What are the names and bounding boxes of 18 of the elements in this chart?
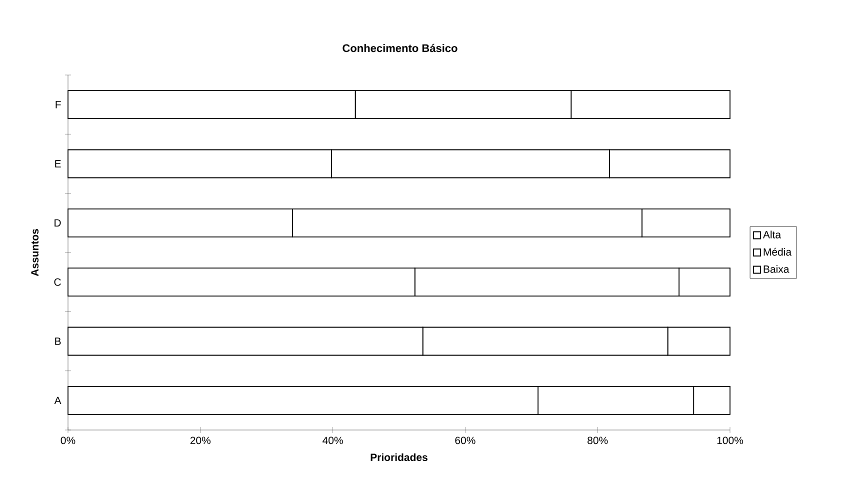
chart-title: Conhecimento Básico [342,44,458,52]
y-tick-label: F [56,100,61,108]
y-tick-label: A [54,396,62,404]
y-tick-label: B [55,338,61,345]
x-tick-label: 100% [717,436,744,444]
y-tick-label: C [54,278,61,286]
x-tick-label: 0% [60,436,76,444]
legend-label: Baixa [764,265,790,273]
x-tick-label: 40% [322,436,343,444]
y-tick-label: D [54,219,61,227]
y-axis-title: Assuntos [31,229,39,276]
legend-label: Média [764,248,792,256]
x-axis-title: Prioridades [370,453,428,462]
x-tick-label: 20% [190,436,211,444]
y-tick-label: E [55,160,61,168]
x-tick-label: 60% [455,436,476,444]
legend-label: Alta [762,230,782,238]
x-tick-label: 80% [588,436,608,444]
